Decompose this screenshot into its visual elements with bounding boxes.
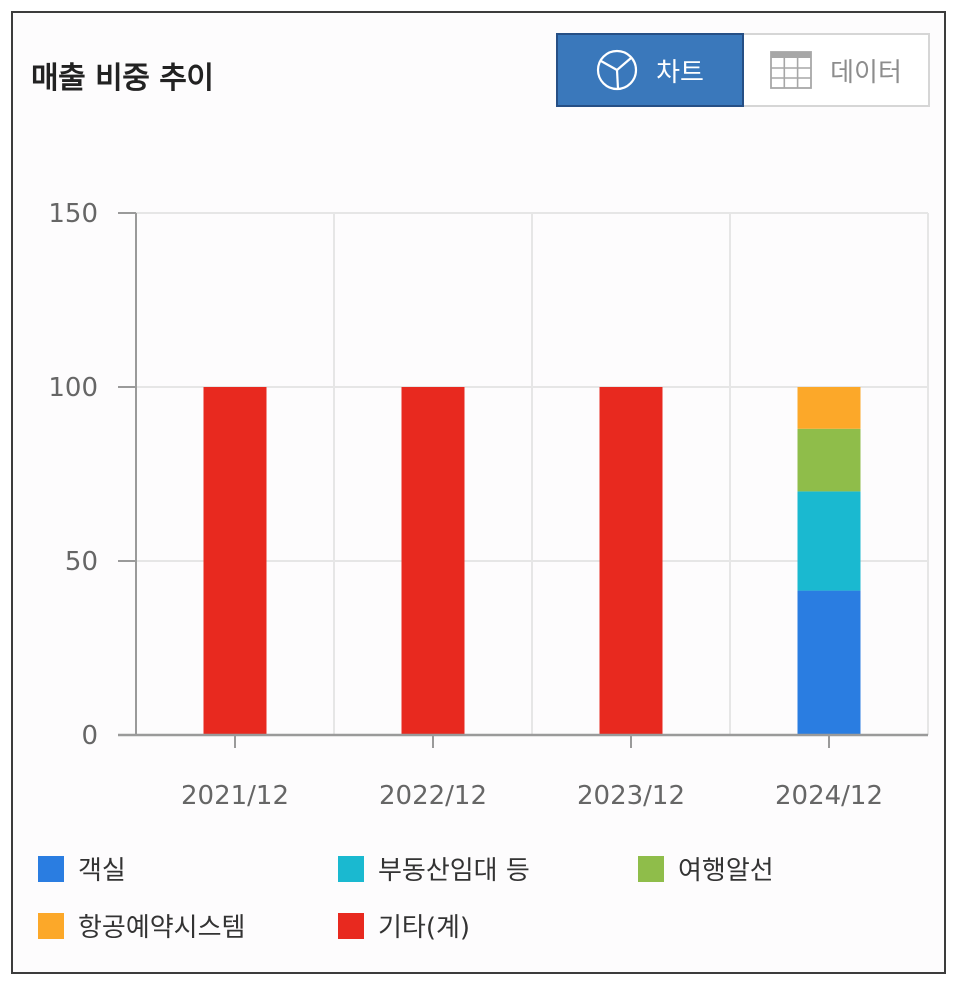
bar-segment: [797, 590, 861, 735]
y-tick-label: 50: [65, 547, 98, 577]
data-view-button[interactable]: 데이터: [744, 33, 930, 107]
bar-segment: [797, 387, 861, 429]
legend-swatch: [38, 855, 64, 882]
legend-swatch: [38, 912, 64, 939]
legend-item[interactable]: 여행알선: [638, 850, 774, 887]
legend-item[interactable]: 객실: [38, 850, 126, 887]
table-grid-icon: [770, 51, 813, 89]
y-tick-label: 0: [81, 721, 98, 751]
y-tick-label: 150: [48, 199, 98, 229]
chart-view-label: 차트: [656, 57, 704, 88]
x-tick-label: 2024/12: [775, 781, 883, 811]
legend-label: 항공예약시스템: [78, 913, 246, 943]
view-toggle: 차트 데이터: [556, 33, 930, 107]
legend-swatch: [638, 855, 664, 882]
x-tick-label: 2022/12: [379, 781, 487, 811]
chart-view-button[interactable]: 차트: [556, 33, 744, 107]
legend-swatch: [338, 912, 364, 939]
legend-label: 기타(계): [378, 913, 471, 943]
bar-segment: [401, 387, 465, 735]
pie-chart-icon: [596, 49, 638, 91]
bar-segment: [599, 387, 663, 735]
legend-label: 부동산임대 등: [378, 856, 530, 886]
legend-item[interactable]: 부동산임대 등: [338, 850, 530, 887]
chart-panel: 매출 비중 추이 차트: [11, 11, 946, 974]
bar-segment: [797, 491, 861, 591]
legend-label: 객실: [78, 856, 126, 886]
legend-item[interactable]: 항공예약시스템: [38, 907, 245, 944]
x-tick-label: 2023/12: [577, 781, 685, 811]
y-tick-label: 100: [48, 373, 98, 403]
legend-item[interactable]: 기타(계): [338, 907, 470, 944]
page-title: 매출 비중 추이: [31, 61, 214, 96]
data-view-label: 데이터: [830, 57, 902, 88]
legend-label: 여행알선: [678, 856, 774, 886]
x-tick-label: 2021/12: [181, 781, 289, 811]
bar-segment: [797, 428, 861, 492]
bar-segment: [203, 387, 267, 735]
legend-swatch: [338, 855, 364, 882]
